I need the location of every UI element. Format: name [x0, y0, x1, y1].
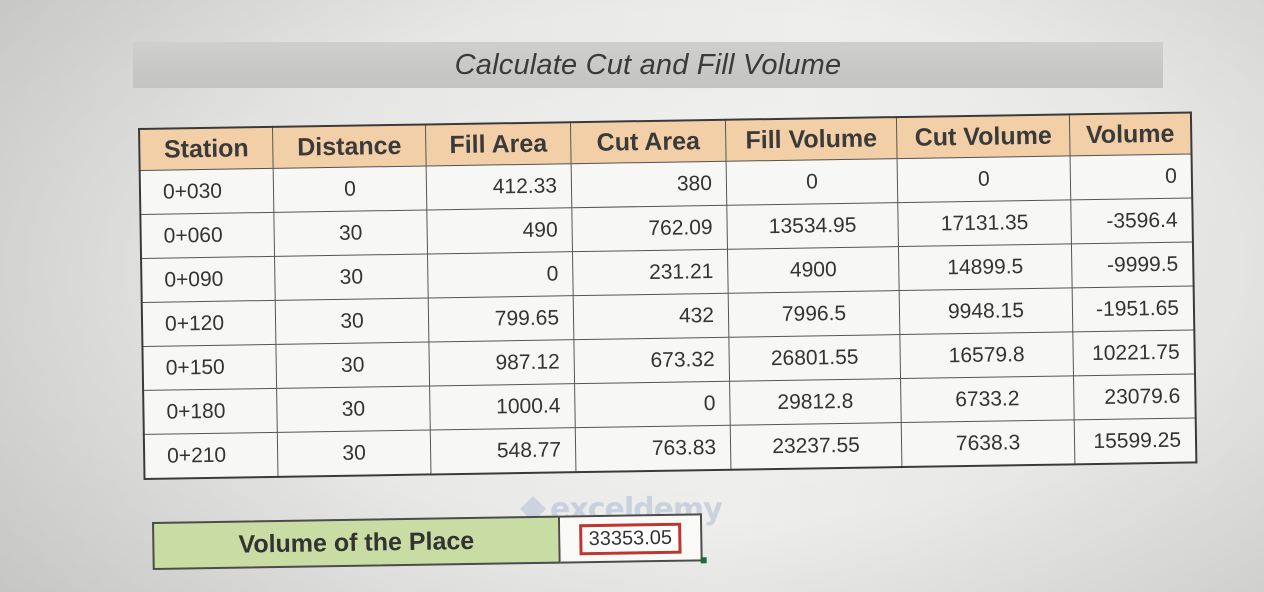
cell-fill-volume[interactable]: 13534.95: [726, 202, 899, 250]
summary-value: 33353.05: [579, 522, 682, 555]
cell-fill-area[interactable]: 1000.4: [429, 383, 576, 430]
summary-label-cell[interactable]: Volume of the Place: [152, 515, 561, 570]
cell-fill-volume[interactable]: 7996.5: [728, 290, 900, 338]
header-station[interactable]: Station: [139, 126, 274, 171]
cell-fill-area[interactable]: 799.65: [428, 295, 574, 342]
cell-volume[interactable]: 0: [1070, 153, 1193, 200]
cell-station[interactable]: 0+030: [139, 168, 274, 215]
header-distance[interactable]: Distance: [272, 124, 427, 169]
cell-volume[interactable]: -9999.5: [1071, 241, 1194, 288]
cell-volume[interactable]: 15599.25: [1074, 417, 1197, 465]
cell-fill-area[interactable]: 987.12: [428, 339, 575, 386]
cell-distance[interactable]: 30: [275, 297, 429, 345]
cell-fill-area[interactable]: 0: [427, 251, 574, 298]
cell-distance[interactable]: 30: [273, 209, 428, 257]
title-bar: Calculate Cut and Fill Volume: [133, 42, 1163, 88]
cell-fill-volume[interactable]: 4900: [727, 246, 900, 294]
cell-cut-volume[interactable]: 0: [897, 155, 1071, 203]
cell-cut-area[interactable]: 673.32: [573, 337, 730, 384]
cell-volume[interactable]: -1951.65: [1072, 285, 1195, 332]
cell-station[interactable]: 0+120: [141, 300, 276, 347]
cell-station[interactable]: 0+060: [140, 212, 275, 259]
cell-station[interactable]: 0+180: [143, 388, 278, 435]
cell-cut-volume[interactable]: 14899.5: [898, 243, 1073, 291]
cell-cut-volume[interactable]: 16579.8: [899, 331, 1074, 379]
fill-handle[interactable]: [700, 557, 707, 564]
cell-cut-area[interactable]: 380: [571, 161, 727, 208]
page-title: Calculate Cut and Fill Volume: [454, 48, 842, 81]
cell-fill-volume[interactable]: 26801.55: [728, 334, 901, 382]
cell-fill-area[interactable]: 548.77: [430, 427, 576, 475]
summary-label: Volume of the Place: [238, 526, 475, 559]
cell-cut-volume[interactable]: 7638.3: [901, 419, 1075, 468]
cell-volume[interactable]: 10221.75: [1072, 329, 1195, 376]
cell-distance[interactable]: 0: [273, 165, 427, 213]
cell-fill-volume[interactable]: 29812.8: [729, 378, 902, 426]
cell-fill-area[interactable]: 490: [426, 207, 573, 254]
cell-station[interactable]: 0+090: [141, 256, 276, 303]
cell-volume[interactable]: -3596.4: [1070, 197, 1193, 244]
cell-fill-volume[interactable]: 0: [726, 158, 898, 206]
header-cut-area[interactable]: Cut Area: [570, 119, 727, 164]
cell-distance[interactable]: 30: [276, 385, 431, 433]
header-cut-volume[interactable]: Cut Volume: [896, 114, 1071, 159]
cell-station[interactable]: 0+150: [142, 344, 277, 391]
cut-fill-table: Station Distance Fill Area Cut Area Fill…: [138, 111, 1198, 480]
cell-fill-area[interactable]: 412.33: [426, 163, 572, 210]
cell-cut-volume[interactable]: 6733.2: [900, 375, 1075, 423]
cell-cut-area[interactable]: 231.21: [572, 249, 729, 296]
cell-station[interactable]: 0+210: [143, 432, 278, 479]
header-volume[interactable]: Volume: [1069, 112, 1192, 156]
data-table-container: Station Distance Fill Area Cut Area Fill…: [138, 111, 1198, 480]
cell-distance[interactable]: 30: [274, 253, 429, 301]
cell-cut-area[interactable]: 0: [574, 381, 731, 428]
cell-volume[interactable]: 23079.6: [1073, 373, 1196, 420]
cell-cut-area[interactable]: 762.09: [571, 205, 728, 252]
cell-distance[interactable]: 30: [277, 429, 431, 477]
summary-row: Volume of the Place 33353.05: [152, 513, 707, 570]
cell-fill-volume[interactable]: 23237.55: [730, 422, 902, 470]
summary-value-cell[interactable]: 33353.05: [559, 513, 707, 564]
cell-cut-area[interactable]: 432: [573, 293, 729, 340]
cell-cut-volume[interactable]: 9948.15: [899, 287, 1073, 335]
cell-cut-volume[interactable]: 17131.35: [897, 199, 1072, 247]
header-fill-area[interactable]: Fill Area: [425, 122, 572, 166]
header-fill-volume[interactable]: Fill Volume: [725, 117, 898, 162]
cell-cut-area[interactable]: 763.83: [575, 425, 731, 473]
cell-distance[interactable]: 30: [275, 341, 430, 389]
